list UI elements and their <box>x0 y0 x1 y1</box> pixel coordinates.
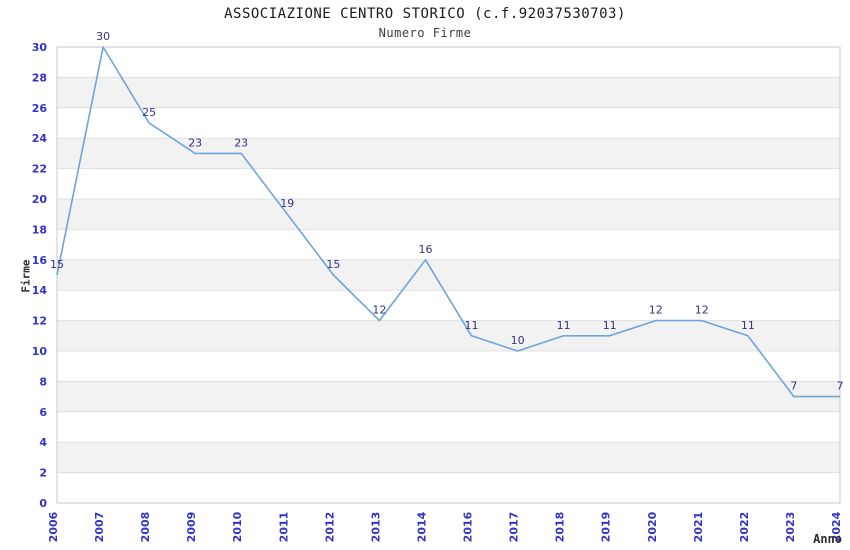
y-tick-label: 10 <box>32 345 48 358</box>
data-label: 11 <box>557 319 571 332</box>
y-tick-label: 0 <box>39 497 47 510</box>
plot-stripe <box>57 199 840 230</box>
data-label: 25 <box>142 106 156 119</box>
x-tick-label: 2014 <box>416 511 429 542</box>
y-tick-label: 28 <box>32 71 47 84</box>
y-tick-label: 22 <box>32 163 47 176</box>
data-line <box>56 46 840 398</box>
y-tick-label: 24 <box>32 132 48 145</box>
plot-stripe <box>57 138 840 169</box>
data-label: 12 <box>649 304 663 317</box>
y-tick-label: 8 <box>39 375 47 388</box>
y-tick-label: 2 <box>39 467 47 480</box>
y-tick-label: 30 <box>32 41 48 54</box>
x-tick-label: 2021 <box>692 512 705 543</box>
y-tick-label: 14 <box>32 284 48 297</box>
x-tick-label: 2013 <box>369 512 382 543</box>
x-tick-label: 2020 <box>646 511 659 542</box>
data-label: 7 <box>790 380 797 393</box>
data-label: 15 <box>326 258 340 271</box>
x-tick-label: 2017 <box>508 512 521 543</box>
y-tick-label: 16 <box>32 254 48 267</box>
y-tick-label: 26 <box>32 102 48 115</box>
x-tick-label: 2010 <box>231 511 244 542</box>
data-label: 16 <box>419 243 433 256</box>
data-label: 12 <box>695 304 709 317</box>
data-label: 30 <box>96 30 110 43</box>
plot-stripe <box>57 381 840 412</box>
x-axis-title: Anno <box>813 532 842 546</box>
x-tick-label: 2024 <box>830 511 843 542</box>
plot-stripe <box>57 77 840 108</box>
x-tick-label: 2009 <box>185 512 198 543</box>
x-tick-label: 2006 <box>47 511 60 542</box>
y-tick-label: 12 <box>32 315 47 328</box>
data-label: 23 <box>234 136 248 149</box>
data-label: 10 <box>511 334 525 347</box>
x-tick-label: 2008 <box>139 512 152 543</box>
x-tick-label: 2018 <box>554 512 567 543</box>
x-tick-label: 2012 <box>323 512 336 543</box>
data-label: 11 <box>741 319 755 332</box>
x-tick-label: 2023 <box>784 512 797 543</box>
y-tick-label: 6 <box>39 406 47 419</box>
x-tick-label: 2019 <box>600 512 613 543</box>
data-label: 11 <box>603 319 617 332</box>
chart-title: ASSOCIAZIONE CENTRO STORICO (c.f.9203753… <box>224 6 626 22</box>
plot-stripe <box>57 320 840 351</box>
x-tick-label: 2011 <box>277 512 290 543</box>
data-label: 11 <box>465 319 479 332</box>
data-label: 12 <box>372 304 386 317</box>
data-label: 15 <box>50 258 64 271</box>
data-label: 7 <box>837 380 844 393</box>
data-label: 19 <box>280 197 294 210</box>
plot-stripe <box>57 442 840 473</box>
y-tick-label: 20 <box>32 193 48 206</box>
data-label: 23 <box>188 136 202 149</box>
x-tick-label: 2016 <box>462 511 475 542</box>
x-tick-label: 2022 <box>738 512 751 543</box>
y-tick-label: 18 <box>32 223 47 236</box>
y-tick-label: 4 <box>39 436 47 449</box>
chart-subtitle: Numero Firme <box>378 26 472 40</box>
plot-stripe <box>57 259 840 291</box>
x-tick-label: 2007 <box>93 512 106 543</box>
